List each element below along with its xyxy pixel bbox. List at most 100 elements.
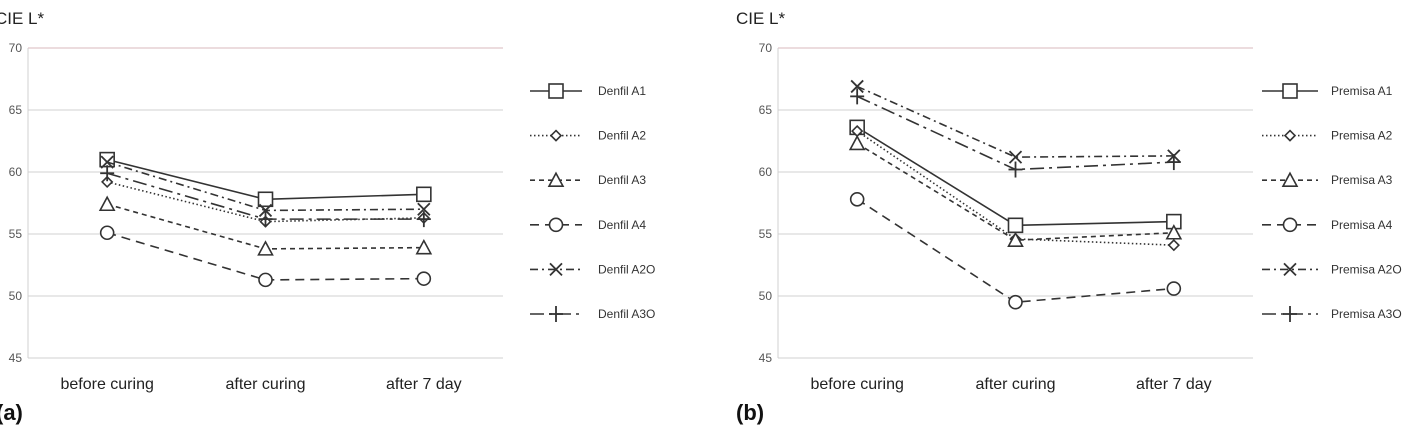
y-tick-label: 50 [9,289,23,303]
series-premisa-a2o [850,79,1181,164]
data-point [416,211,431,228]
y-tick-label: 60 [9,165,23,179]
panel-label: (b) [736,400,764,425]
data-point [98,195,116,212]
x-tick-label: after 7 day [1136,376,1212,393]
legend-label: Denfil A4 [598,218,646,232]
series-premisa-a3o [850,88,1181,178]
legend-label: Premisa A2 [1331,129,1393,143]
data-point [416,186,432,203]
legend-label: Denfil A3O [598,307,655,321]
series-line [856,95,1174,171]
data-point [258,203,273,218]
data-point [100,155,114,169]
data-point [1167,239,1180,252]
legend-item: Premisa A3 [1262,171,1393,187]
series-denfil-a3 [98,195,433,256]
panel-b: CIE L* 45 50 55 60 65 70 before curing after cur… [736,9,1402,425]
legend-label: Denfil A1 [598,84,646,98]
panel-a: CIE L* 45 50 55 60 65 70 before curing after cur… [0,9,655,425]
series-line [856,142,1174,242]
legend-label: Premisa A3 [1331,173,1393,187]
legend-marker [548,217,564,233]
legend-item: Denfil A2 [530,129,646,143]
series-denfil-a4 [99,225,432,288]
legend-item: Premisa A4 [1262,217,1393,233]
y-tick-label: 70 [9,41,23,55]
series-premisa-a3 [848,134,1183,247]
legend-label: Denfil A2O [598,262,655,276]
y-tick-label: 45 [759,351,773,365]
legend-label: Premisa A4 [1331,218,1393,232]
series-line [856,198,1174,304]
gridlines [778,47,1253,359]
legend-marker [549,262,563,277]
legend-item: Denfil A3 [530,171,646,187]
legend-marker [1283,129,1297,142]
y-tick-label: 55 [9,227,23,241]
y-tick-label: 65 [759,103,773,117]
y-tick-label: 45 [9,351,23,365]
legend-marker [549,129,563,142]
series-line [856,85,1174,158]
series-denfil-a2o [100,155,431,218]
data-point [1165,224,1183,240]
legend-marker [547,171,565,187]
data-point [1008,150,1023,164]
legend-marker [1283,262,1297,277]
legend-label: Premisa A3O [1331,307,1402,321]
legend-marker [1281,171,1299,187]
series-denfil-a1 [99,151,432,208]
legend-label: Denfil A3 [598,173,646,187]
x-tick-label: before curing [60,376,153,393]
data-point [101,175,114,189]
legend-item: Premisa A3O [1262,306,1402,322]
x-tick-label: before curing [810,376,903,393]
legend-label: Premisa A1 [1331,84,1393,98]
y-tick-label: 55 [759,227,773,241]
data-point [848,134,866,151]
legend-marker [548,83,564,99]
legend-item: Premisa A2O [1262,262,1402,276]
legend-item: Premisa A2 [1262,129,1393,143]
data-point [416,271,432,286]
y-axis-label: CIE L* [0,9,45,28]
legend-item: Denfil A2O [530,262,655,276]
x-tick-label: after curing [225,376,305,393]
y-tick-label: 65 [9,103,23,117]
data-point [1166,281,1182,296]
legend-marker [1282,217,1298,233]
legend-marker [1283,306,1297,322]
data-point [100,165,115,182]
data-point [99,225,115,241]
data-point [258,272,273,288]
legend-label: Premisa A2O [1331,262,1402,276]
legend-marker [549,306,563,322]
panel-label: (a) [0,400,23,425]
data-point [1007,217,1024,234]
legend-item: Denfil A4 [530,217,646,233]
series-premisa-a4 [849,191,1182,310]
data-point [1008,161,1023,178]
data-point [415,238,433,255]
x-tick-label: after 7 day [386,376,462,393]
legend-marker [1282,83,1298,99]
series-denfil-a3o [100,165,431,228]
series-line [856,130,1174,246]
y-tick-label: 70 [759,41,773,55]
data-point [417,202,431,216]
data-point [850,88,865,105]
data-point [257,240,274,256]
data-point [1007,231,1024,247]
legend-item: Premisa A1 [1262,83,1393,99]
legend-item: Denfil A1 [530,83,646,99]
data-point [258,211,273,228]
y-axis-label: CIE L* [736,9,786,28]
y-tick-label: 60 [759,165,773,179]
y-tick-label: 50 [759,289,773,303]
data-point [850,79,864,94]
data-point [849,191,865,207]
legend-label: Denfil A2 [598,129,646,143]
data-point [1166,154,1181,171]
